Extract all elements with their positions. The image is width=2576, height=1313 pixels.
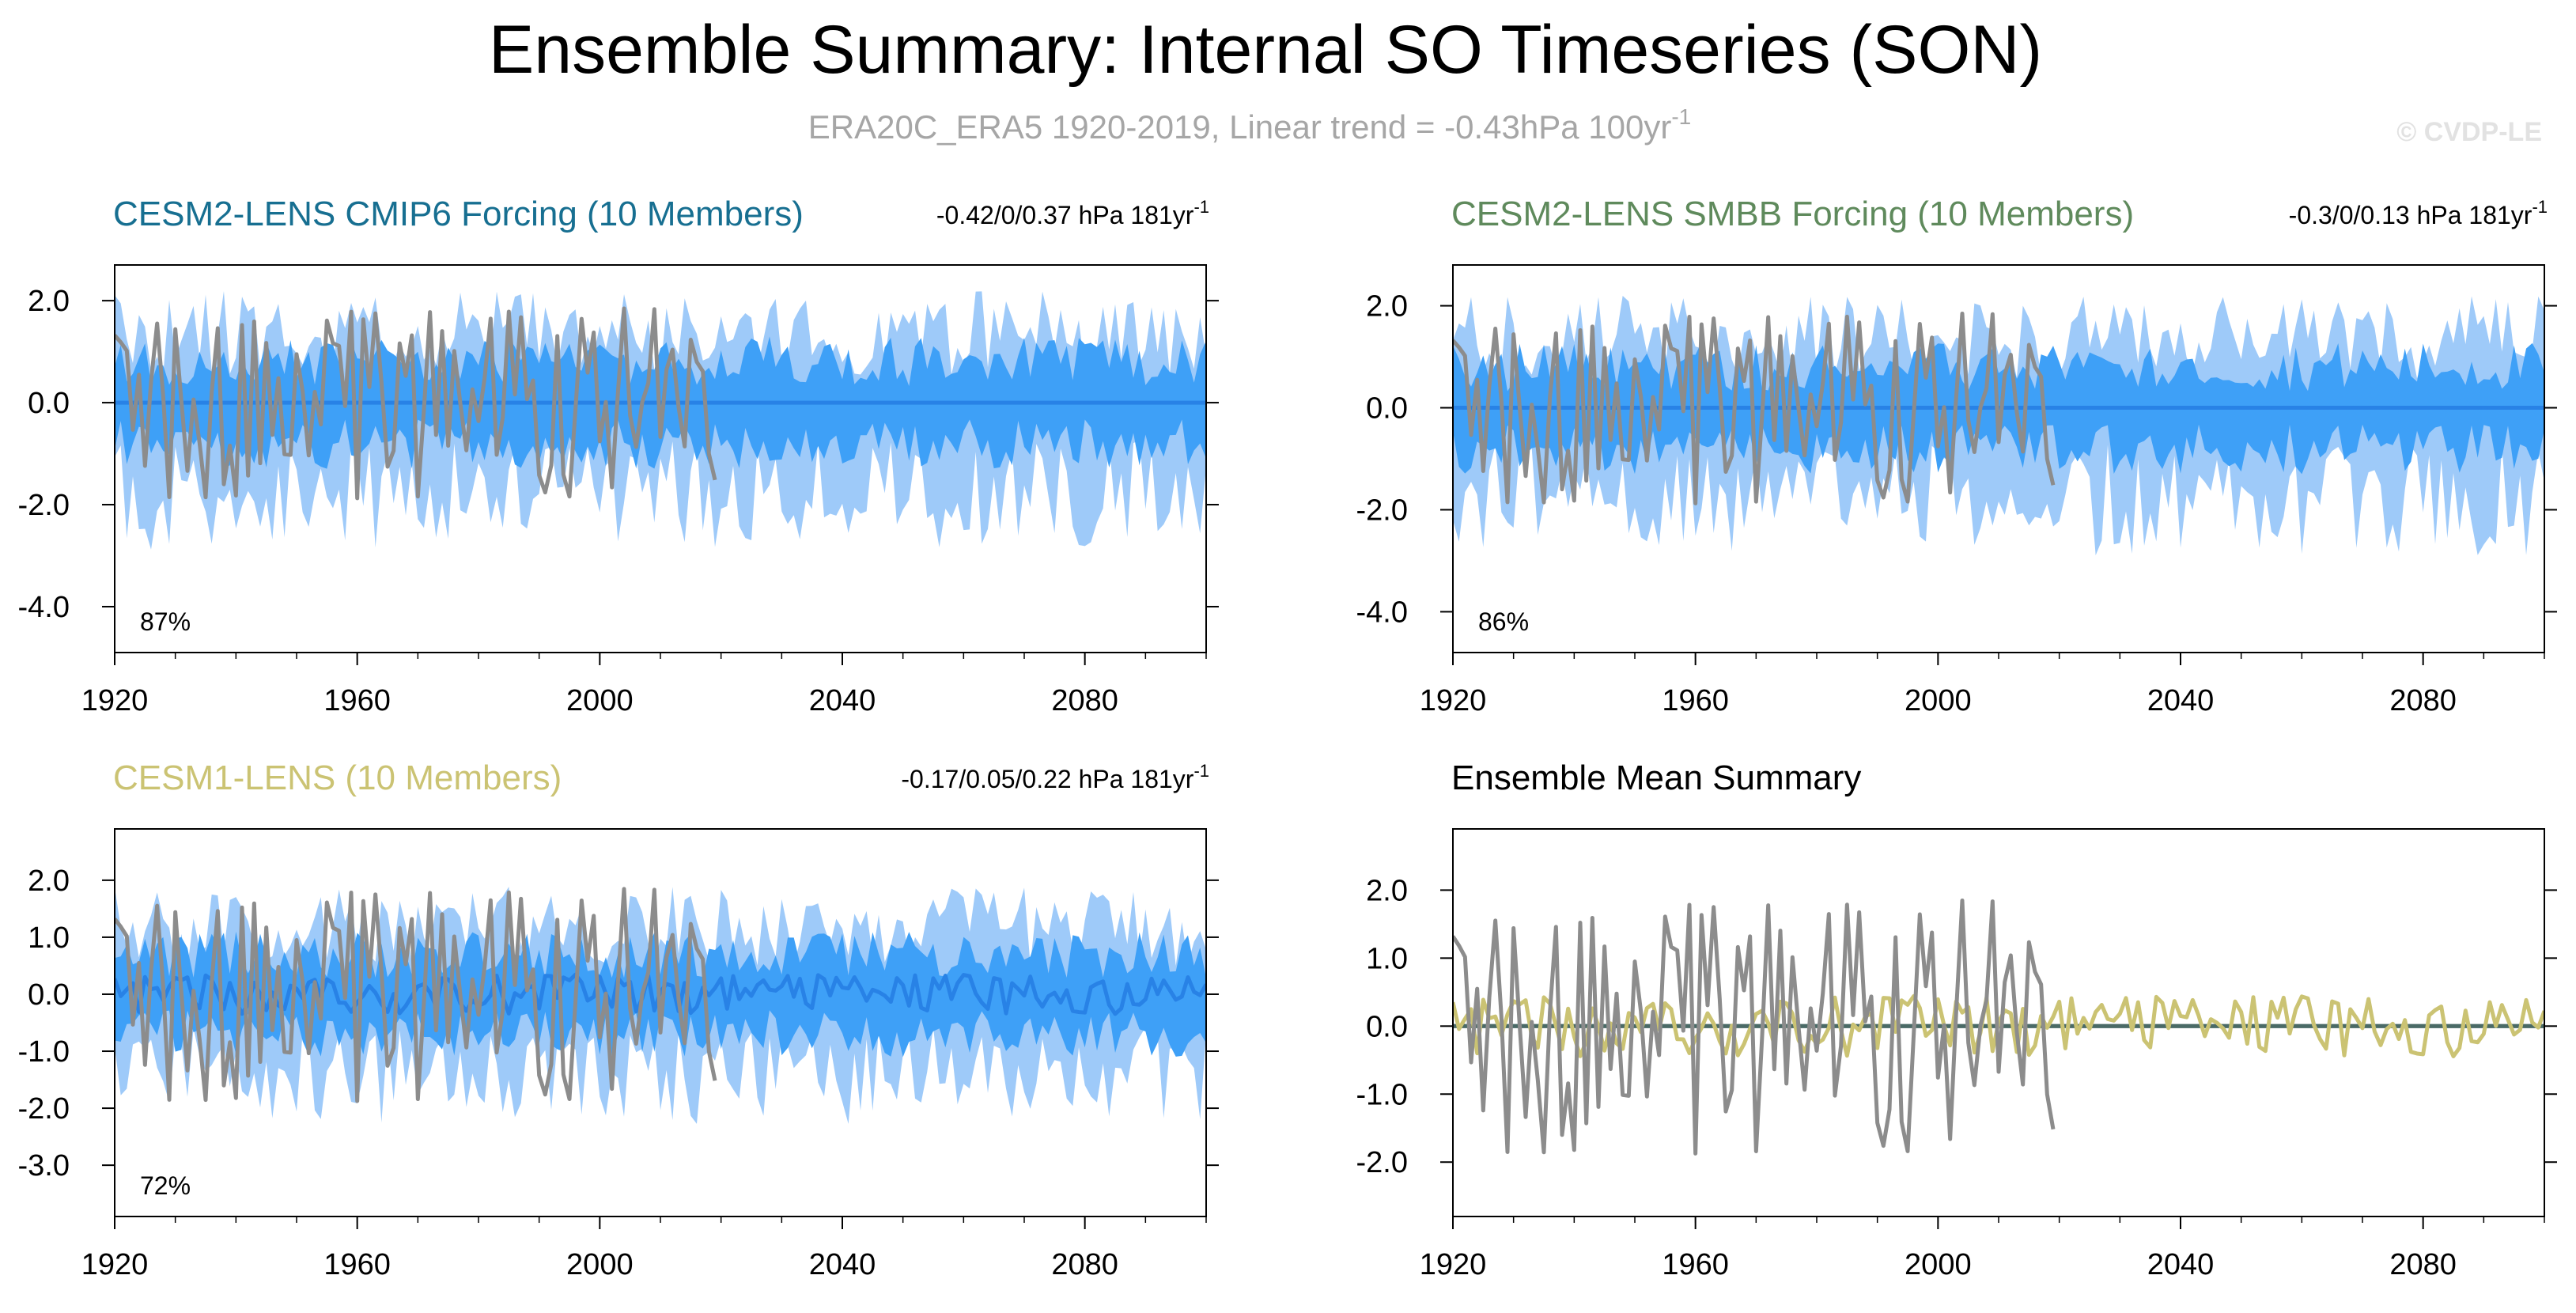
y-tick-label: -3.0 xyxy=(18,1149,70,1182)
percent-label: 86% xyxy=(1478,607,1529,636)
figure-title: Ensemble Summary: Internal SO Timeseries… xyxy=(489,12,2042,88)
panel-3: CESM1-LENS (10 Members) -0.17/0.05/0.22 h… xyxy=(18,759,1219,1281)
trend-text: -0.3/0/0.13 hPa 181yr-1 xyxy=(2289,197,2548,229)
x-tick-label: 1960 xyxy=(323,1248,391,1281)
x-tick-label: 2080 xyxy=(1051,684,1118,717)
x-tick-label: 2000 xyxy=(566,684,634,717)
y-tick-label: 2.0 xyxy=(28,865,70,898)
x-tick-label: 1920 xyxy=(81,1248,149,1281)
panels-group: CESM2-LENS CMIP6 Forcing (10 Members) -0.… xyxy=(18,195,2557,1281)
y-tick-label: 1.0 xyxy=(1366,942,1408,975)
y-tick-label: 0.0 xyxy=(28,387,70,420)
trend-text: -0.17/0.05/0.22 hPa 181yr-1 xyxy=(901,761,1209,793)
y-tick-label: 2.0 xyxy=(1366,290,1408,324)
y-tick-label: -2.0 xyxy=(18,489,70,522)
percent-label: 72% xyxy=(140,1171,191,1200)
percent-label: 87% xyxy=(140,607,191,636)
observed-line xyxy=(115,306,717,501)
watermark: © CVDP-LE xyxy=(2396,117,2542,147)
panel-title: CESM2-LENS CMIP6 Forcing (10 Members) xyxy=(113,195,804,233)
y-tick-label: 1.0 xyxy=(28,921,70,955)
x-tick-label: 2040 xyxy=(2147,1248,2215,1281)
trend-text: -0.42/0/0.37 hPa 181yr-1 xyxy=(936,197,1209,229)
y-tick-label: 2.0 xyxy=(1366,874,1408,907)
x-tick-label: 2040 xyxy=(809,684,876,717)
x-tick-label: 2000 xyxy=(566,1248,634,1281)
panel-title: CESM1-LENS (10 Members) xyxy=(113,759,562,797)
y-tick-label: 2.0 xyxy=(28,285,70,318)
panel-title: Ensemble Mean Summary xyxy=(1451,759,1861,797)
y-tick-label: -4.0 xyxy=(1356,596,1408,629)
x-tick-label: 2080 xyxy=(2389,684,2457,717)
y-tick-label: -1.0 xyxy=(18,1035,70,1069)
x-tick-label: 2080 xyxy=(1051,1248,1118,1281)
y-tick-label: 0.0 xyxy=(28,978,70,1012)
y-tick-label: -1.0 xyxy=(1356,1078,1408,1111)
y-tick-label: 0.0 xyxy=(1366,1010,1408,1043)
y-tick-label: 0.0 xyxy=(1366,392,1408,426)
x-tick-label: 2000 xyxy=(1905,684,1972,717)
y-tick-label: -2.0 xyxy=(18,1092,70,1126)
observed-line xyxy=(115,887,717,1103)
observed-line xyxy=(1453,899,2056,1156)
panel-2: CESM2-LENS SMBB Forcing (10 Members) -0.3… xyxy=(1356,195,2557,717)
x-tick-label: 2000 xyxy=(1905,1248,1972,1281)
y-tick-label: -2.0 xyxy=(1356,1146,1408,1179)
plot-area xyxy=(1453,296,2544,556)
panel-1: CESM2-LENS CMIP6 Forcing (10 Members) -0.… xyxy=(18,195,1219,717)
panel-title: CESM2-LENS SMBB Forcing (10 Members) xyxy=(1451,195,2134,233)
x-tick-label: 1960 xyxy=(1662,684,1729,717)
x-tick-label: 2040 xyxy=(809,1248,876,1281)
y-tick-label: -4.0 xyxy=(18,591,70,624)
y-tick-label: -2.0 xyxy=(1356,494,1408,527)
plot-area xyxy=(115,290,1206,550)
x-tick-label: 1920 xyxy=(1420,1248,1487,1281)
plot-area xyxy=(1453,899,2544,1156)
plot-area xyxy=(115,887,1206,1124)
x-tick-label: 2040 xyxy=(2147,684,2215,717)
x-tick-label: 1960 xyxy=(1662,1248,1729,1281)
panel-4: Ensemble Mean Summary 1920 1960 2000 2040 208… xyxy=(1356,759,2557,1281)
x-tick-label: 1960 xyxy=(323,684,391,717)
x-tick-label: 1920 xyxy=(1420,684,1487,717)
x-tick-label: 1920 xyxy=(81,684,149,717)
x-tick-label: 2080 xyxy=(2389,1248,2457,1281)
figure-subtitle: ERA20C_ERA5 1920-2019, Linear trend = -0… xyxy=(808,104,1691,146)
observed-line xyxy=(1453,311,2056,505)
